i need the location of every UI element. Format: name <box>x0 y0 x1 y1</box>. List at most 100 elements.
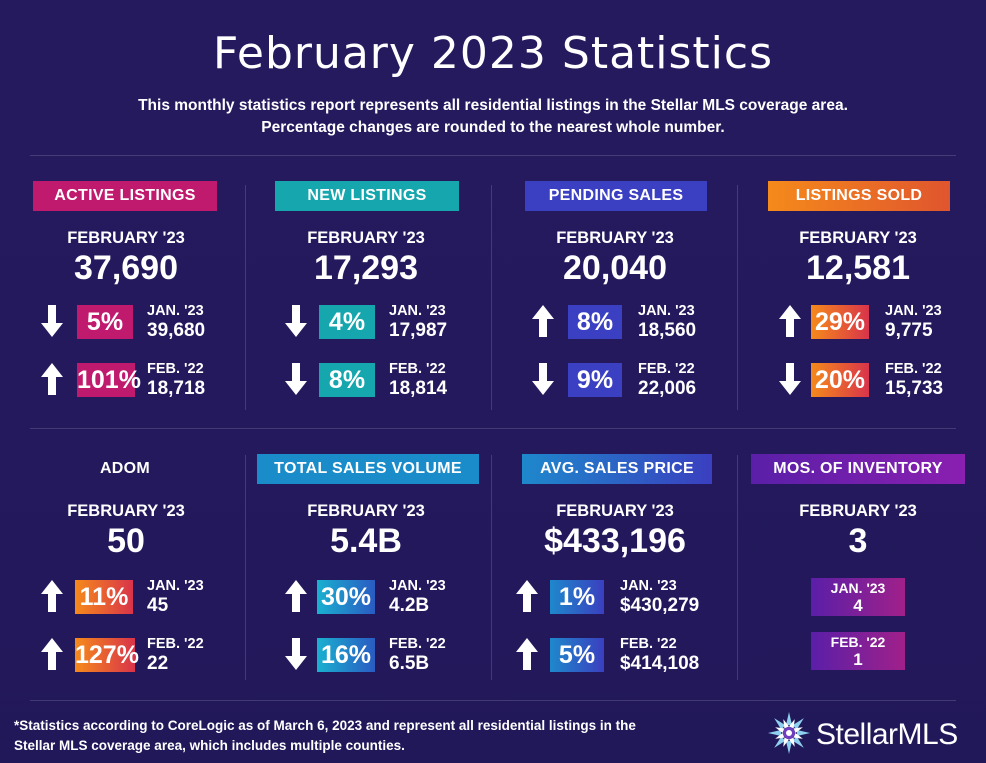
comparison-label: FEB. '22 <box>389 636 446 652</box>
stat-label-badge: NEW LISTINGS <box>275 181 459 211</box>
percent-change: 16% <box>317 638 375 672</box>
comparison-row: 5% JAN. '23 39,680 <box>39 303 231 343</box>
page-title: February 2023 Statistics <box>212 28 774 79</box>
arrow-down-icon <box>39 303 65 339</box>
stat-card-listings-sold: LISTINGS SOLD FEBRUARY '23 12,581 29% JA… <box>753 181 963 406</box>
stat-card-active-listings: ACTIVE LISTINGS FEBRUARY '23 37,690 5% J… <box>21 181 231 406</box>
column-divider <box>491 185 492 410</box>
comparison-value: 39,680 <box>147 320 206 341</box>
arrow-up-icon <box>530 303 556 339</box>
column-divider <box>737 185 738 410</box>
percent-change: 127% <box>75 638 139 672</box>
column-divider <box>245 455 246 680</box>
arrow-up-icon <box>283 578 309 614</box>
logo-text: StellarMLS <box>816 718 958 751</box>
arrow-up-icon <box>39 361 65 397</box>
comparison-row: 127% FEB. '22 22 <box>39 636 231 676</box>
divider-middle <box>30 428 956 429</box>
stat-month: FEBRUARY '23 <box>799 502 917 520</box>
arrow-up-icon <box>39 578 65 614</box>
comparison-label: FEB. '22 <box>389 361 446 377</box>
arrow-down-icon <box>283 303 309 339</box>
comparison-value: $414,108 <box>620 653 700 674</box>
comparison-value: 6.5B <box>389 653 430 674</box>
comparison-label: JAN. '23 <box>830 580 886 596</box>
stat-label-badge: MOS. OF INVENTORY <box>751 454 965 484</box>
comparison-row: 5% FEB. '22 $414,108 <box>514 636 720 676</box>
percent-change: 11% <box>75 580 133 614</box>
stat-card-new-listings: NEW LISTINGS FEBRUARY '23 17,293 4% JAN.… <box>261 181 471 406</box>
comparison-row: 4% JAN. '23 17,987 <box>283 303 471 343</box>
percent-change: 29% <box>811 305 869 339</box>
percent-change: 4% <box>319 305 375 339</box>
comparison-value: $430,279 <box>620 595 700 616</box>
percent-change: 20% <box>811 363 869 397</box>
stat-card-mos-of-inventory: MOS. OF INVENTORY FEBRUARY '23 3 JAN. '2… <box>751 454 965 679</box>
stat-card-avg-sales-price: AVG. SALES PRICE FEBRUARY '23 $433,196 1… <box>510 454 720 679</box>
stat-month: FEBRUARY '23 <box>556 229 674 247</box>
comparison-row: 9% FEB. '22 22,006 <box>530 361 720 401</box>
comparison-row: 1% JAN. '23 $430,279 <box>514 578 720 618</box>
footnote-line-2: Stellar MLS coverage area, which include… <box>14 738 405 753</box>
comparison-row: 20% FEB. '22 15,733 <box>777 361 963 401</box>
comparison-value: 17,987 <box>389 320 448 341</box>
stat-label-badge: PENDING SALES <box>525 181 707 211</box>
stellar-mls-logo: StellarMLS <box>766 710 958 756</box>
subtitle-line-1: This monthly statistics report represent… <box>138 97 848 114</box>
comparison-row: 8% FEB. '22 18,814 <box>283 361 471 401</box>
comparison-label: JAN. '23 <box>147 578 204 594</box>
stat-value: 5.4B <box>330 522 402 560</box>
stat-label-badge: ADOM <box>99 460 151 477</box>
inventory-comparison-box: FEB. '22 1 <box>811 632 905 670</box>
comparison-label: FEB. '22 <box>147 636 204 652</box>
column-divider <box>245 185 246 410</box>
arrow-down-icon <box>777 361 803 397</box>
comparison-label: FEB. '22 <box>830 634 886 650</box>
comparison-value: 45 <box>147 595 169 616</box>
arrow-up-icon <box>514 578 540 614</box>
stat-value: 17,293 <box>314 249 418 287</box>
comparison-label: JAN. '23 <box>147 303 204 319</box>
column-divider <box>737 455 738 680</box>
stellar-star-icon <box>768 712 810 754</box>
comparison-row: 16% FEB. '22 6.5B <box>283 636 471 676</box>
comparison-value: 22 <box>147 653 169 674</box>
arrow-down-icon <box>283 636 309 672</box>
subtitle-line-2: Percentage changes are rounded to the ne… <box>261 119 725 136</box>
comparison-value: 1 <box>853 650 863 669</box>
comparison-value: 18,560 <box>638 320 697 341</box>
stat-month: FEBRUARY '23 <box>556 502 674 520</box>
percent-change: 9% <box>568 363 622 397</box>
stat-value: 12,581 <box>806 249 910 287</box>
comparison-row: 30% JAN. '23 4.2B <box>283 578 471 618</box>
percent-change: 5% <box>550 638 604 672</box>
comparison-value: 9,775 <box>885 320 933 341</box>
arrow-down-icon <box>530 361 556 397</box>
footnote-line-1: *Statistics according to CoreLogic as of… <box>14 718 636 733</box>
comparison-label: JAN. '23 <box>638 303 695 319</box>
comparison-label: JAN. '23 <box>885 303 942 319</box>
comparison-label: JAN. '23 <box>389 303 446 319</box>
stat-card-total-sales-volume: TOTAL SALES VOLUME FEBRUARY '23 5.4B 30%… <box>257 454 479 679</box>
comparison-label: FEB. '22 <box>885 361 942 377</box>
comparison-value: 22,006 <box>638 378 697 399</box>
comparison-row: 11% JAN. '23 45 <box>39 578 231 618</box>
percent-change: 8% <box>568 305 622 339</box>
comparison-value: 18,814 <box>389 378 448 399</box>
percent-change: 101% <box>77 363 141 397</box>
stat-month: FEBRUARY '23 <box>799 229 917 247</box>
arrow-down-icon <box>283 361 309 397</box>
stat-month: FEBRUARY '23 <box>67 502 185 520</box>
stat-month: FEBRUARY '23 <box>307 229 425 247</box>
stat-label-badge: LISTINGS SOLD <box>768 181 950 211</box>
comparison-row: 8% JAN. '23 18,560 <box>530 303 720 343</box>
footnote: *Statistics according to CoreLogic as of… <box>14 716 774 756</box>
comparison-label: FEB. '22 <box>638 361 695 377</box>
percent-change: 8% <box>319 363 375 397</box>
divider-top <box>30 155 956 156</box>
stat-card-pending-sales: PENDING SALES FEBRUARY '23 20,040 8% JAN… <box>510 181 720 406</box>
percent-change: 1% <box>550 580 604 614</box>
comparison-label: FEB. '22 <box>147 361 204 377</box>
arrow-up-icon <box>777 303 803 339</box>
comparison-row: 101% FEB. '22 18,718 <box>39 361 231 401</box>
